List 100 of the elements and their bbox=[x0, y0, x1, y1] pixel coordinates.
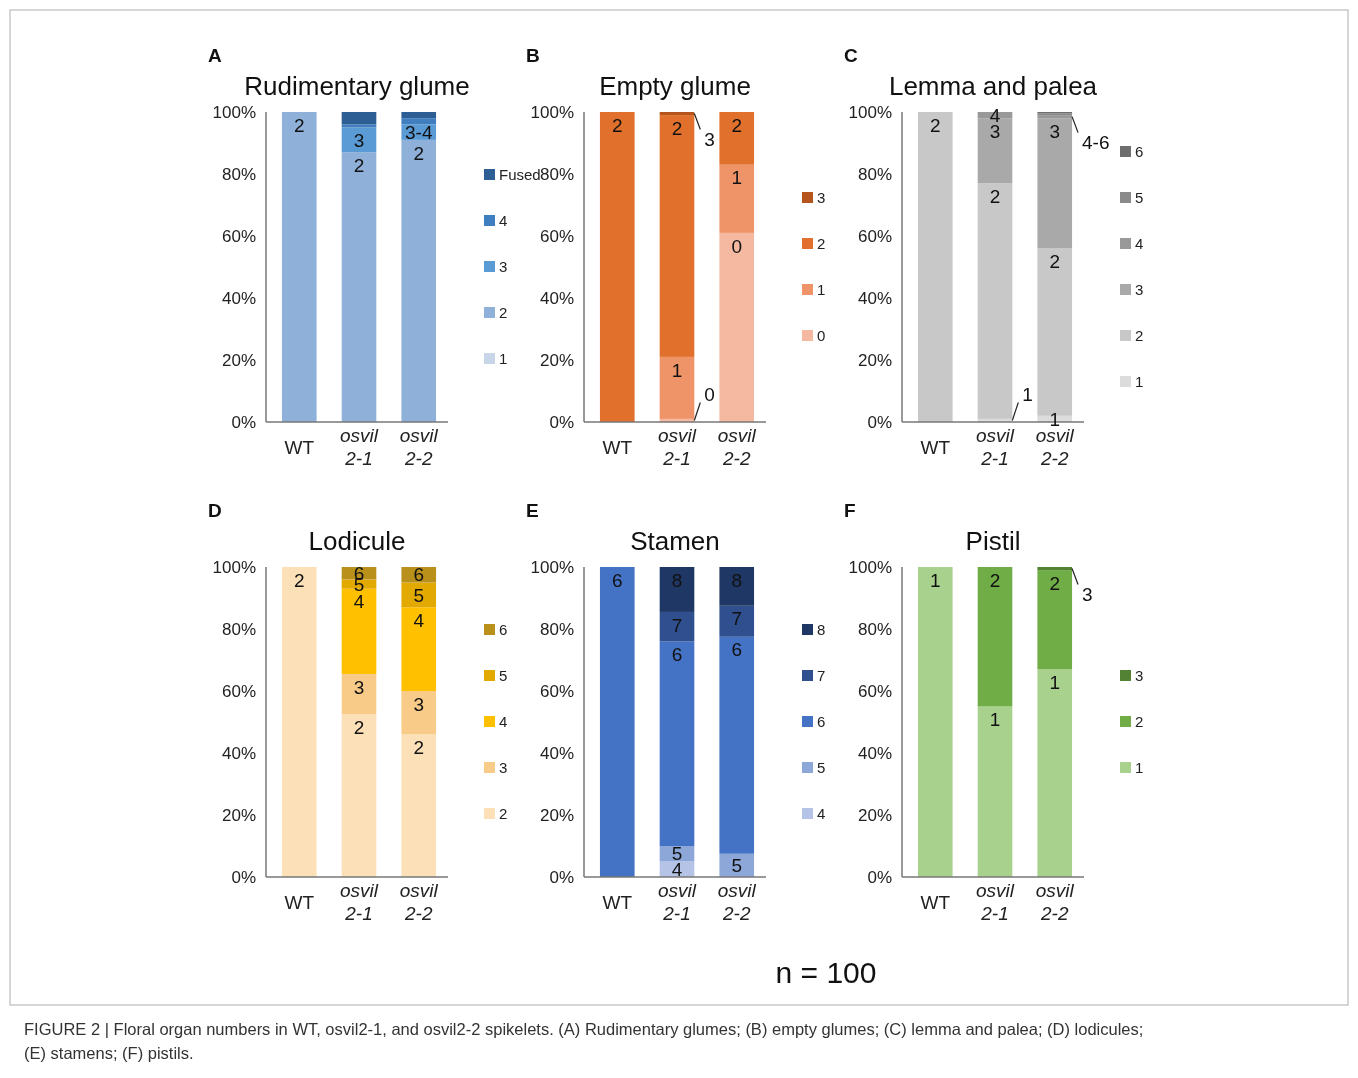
y-tick-label: 80% bbox=[539, 619, 574, 639]
y-tick-label: 0% bbox=[231, 867, 256, 887]
annotation: 2 bbox=[413, 737, 425, 759]
annotation: 1 bbox=[731, 167, 743, 189]
annotation: 5 bbox=[731, 855, 743, 877]
y-tick-label: 20% bbox=[221, 350, 256, 370]
annotation: 6 bbox=[731, 639, 743, 661]
x-tick-label: osvil 2-1 bbox=[975, 880, 1015, 924]
y-tick-label: 40% bbox=[221, 743, 256, 763]
y-tick-label: 60% bbox=[857, 681, 892, 701]
text: F bbox=[844, 500, 856, 521]
x-tick-label: osvil 2-2 bbox=[717, 425, 757, 469]
y-tick-label: 0% bbox=[549, 867, 574, 887]
y-tick-label: 20% bbox=[221, 805, 256, 825]
legend-label: 4 bbox=[1135, 235, 1144, 253]
legend-label: Fused bbox=[499, 166, 541, 184]
y-tick-label: 80% bbox=[539, 164, 574, 184]
y-tick-label: 20% bbox=[857, 805, 892, 825]
chart-title: Stamen bbox=[630, 526, 720, 556]
legend-label: 3 bbox=[499, 258, 508, 276]
annotation: 6 bbox=[611, 569, 623, 591]
annotation: 2 bbox=[989, 185, 1001, 207]
annotation: 2 bbox=[611, 114, 623, 136]
legend-label: 3 bbox=[1135, 667, 1144, 685]
x-tick-label: osvil 2-2 bbox=[717, 880, 757, 924]
y-tick-label: 60% bbox=[221, 226, 256, 246]
annotation: 3 bbox=[353, 676, 365, 698]
y-tick-label: 100% bbox=[212, 102, 256, 122]
y-tick-label: 60% bbox=[857, 226, 892, 246]
y-tick-label: 60% bbox=[539, 681, 574, 701]
annotation: 3 bbox=[353, 129, 365, 151]
x-tick-label: WT bbox=[602, 437, 633, 458]
y-tick-label: 100% bbox=[530, 102, 574, 122]
legend-label: 4 bbox=[499, 713, 508, 731]
x-tick-label: osvil 2-1 bbox=[657, 425, 697, 469]
x-tick-label: WT bbox=[284, 437, 315, 458]
legend-label: 8 bbox=[817, 621, 826, 639]
y-tick-label: 80% bbox=[857, 619, 892, 639]
y-tick-label: 40% bbox=[539, 743, 574, 763]
x-tick-label: WT bbox=[920, 437, 951, 458]
annotation: 0 bbox=[731, 235, 743, 257]
legend-label: 1 bbox=[499, 350, 508, 368]
annotation: 2 bbox=[989, 569, 1001, 591]
annotation: 1 bbox=[989, 709, 1001, 731]
x-tick-label: osvil 2-1 bbox=[657, 880, 697, 924]
annotation: 2 bbox=[671, 117, 683, 139]
text: n = 100 bbox=[775, 956, 877, 989]
annotation: 2 bbox=[929, 114, 941, 136]
x-tick-label: osvil 2-2 bbox=[1035, 880, 1075, 924]
annotation: 2 bbox=[1049, 572, 1061, 594]
legend-label: 2 bbox=[1135, 713, 1144, 731]
annotation: 2 bbox=[1049, 251, 1061, 273]
y-tick-label: 100% bbox=[530, 557, 574, 577]
y-tick-label: 40% bbox=[857, 743, 892, 763]
x-tick-label: osvil 2-1 bbox=[339, 880, 379, 924]
y-tick-label: 40% bbox=[857, 288, 892, 308]
annotation: 2 bbox=[353, 154, 365, 176]
annotation: 3-4 bbox=[405, 121, 433, 143]
annotation: 1 bbox=[1022, 384, 1033, 406]
legend-label: 4 bbox=[499, 212, 508, 230]
legend-label: 5 bbox=[817, 759, 826, 777]
annotation: 6 bbox=[413, 564, 425, 586]
legend-label: 4 bbox=[817, 805, 826, 823]
legend-label: 6 bbox=[499, 621, 508, 639]
text: D bbox=[208, 500, 222, 521]
legend-label: 0 bbox=[817, 327, 826, 345]
legend-label: 6 bbox=[1135, 143, 1144, 161]
annotation: 4-6 bbox=[1082, 132, 1110, 154]
annotation: 2 bbox=[353, 716, 365, 738]
annotation: 3 bbox=[1082, 584, 1093, 606]
annotation: 6 bbox=[671, 644, 683, 666]
y-tick-label: 0% bbox=[231, 412, 256, 432]
annotation: 7 bbox=[731, 608, 743, 630]
legend-label: 1 bbox=[1135, 373, 1144, 391]
annotation: 0 bbox=[704, 384, 715, 406]
chart-title: Rudimentary glume bbox=[244, 71, 470, 101]
y-tick-label: 80% bbox=[221, 164, 256, 184]
chart-title: Pistil bbox=[965, 526, 1021, 556]
annotation: 3 bbox=[704, 129, 715, 151]
legend-label: 1 bbox=[1135, 759, 1144, 777]
x-tick-label: WT bbox=[602, 892, 633, 913]
y-tick-label: 0% bbox=[867, 412, 892, 432]
legend-label: 2 bbox=[817, 235, 826, 253]
text: A bbox=[208, 45, 222, 66]
legend-label: 2 bbox=[1135, 327, 1144, 345]
text: E bbox=[526, 500, 539, 521]
y-tick-label: 40% bbox=[221, 288, 256, 308]
legend-label: 7 bbox=[817, 667, 826, 685]
legend-label: 5 bbox=[1135, 189, 1144, 207]
annotation: 1 bbox=[1049, 671, 1061, 693]
y-tick-label: 20% bbox=[857, 350, 892, 370]
chart-title: Lemma and palea bbox=[888, 71, 1098, 101]
legend-label: 3 bbox=[1135, 281, 1144, 299]
x-tick-label: osvil 2-2 bbox=[399, 425, 439, 469]
annotation: 3 bbox=[1049, 120, 1061, 142]
chart-title: Lodicule bbox=[308, 526, 406, 556]
x-tick-label: osvil 2-1 bbox=[339, 425, 379, 469]
chart-title: Empty glume bbox=[599, 71, 751, 101]
legend-label: 3 bbox=[499, 759, 508, 777]
text: C bbox=[844, 45, 858, 66]
